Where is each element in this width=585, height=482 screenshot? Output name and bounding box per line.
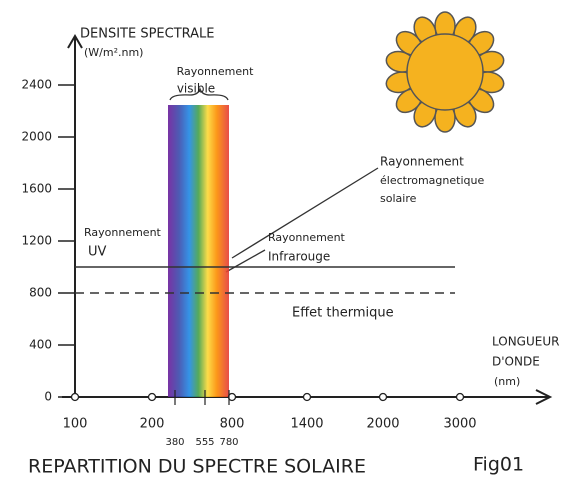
y-tick-label: 2400 xyxy=(21,78,52,92)
x-tick-label: 200 xyxy=(140,417,165,432)
sun xyxy=(385,11,505,133)
x-tick xyxy=(70,392,80,402)
x-tick-label: 800 xyxy=(220,417,245,432)
annotation: UV xyxy=(88,245,107,260)
x-minor-tick-label: 380 xyxy=(165,437,184,448)
y-tick-label: 1200 xyxy=(21,234,52,248)
x-tick-label: 2000 xyxy=(366,417,399,432)
annotation: Effet thermique xyxy=(292,306,394,321)
y-axis-label: DENSITE SPECTRALE xyxy=(80,27,215,42)
annotation: Rayonnement xyxy=(268,231,346,244)
leader-line xyxy=(231,167,379,259)
annotation: visible xyxy=(177,82,215,96)
y-tick-label: 800 xyxy=(29,286,52,300)
figure-label: Fig01 xyxy=(473,454,524,476)
annotation: Rayonnement xyxy=(84,226,162,239)
x-tick-label: 100 xyxy=(63,417,88,432)
y-tick-label: 400 xyxy=(29,338,52,352)
chart-title: REPARTITION DU SPECTRE SOLAIRE xyxy=(28,456,366,478)
x-tick xyxy=(455,392,465,402)
y-axis-arrow xyxy=(67,34,83,49)
x-tick xyxy=(147,392,157,402)
annotation: Rayonnement xyxy=(380,155,464,169)
y-tick-label: 2000 xyxy=(21,130,52,144)
y-tick-label: 0 xyxy=(44,390,52,404)
x-tick-label: 3000 xyxy=(443,417,476,432)
leader-line xyxy=(225,249,266,273)
visible-band xyxy=(168,105,229,397)
x-axis-label: (nm) xyxy=(494,375,520,388)
y-axis-label: (W/m².nm) xyxy=(84,46,143,59)
x-tick xyxy=(302,392,312,402)
annotation: Infrarouge xyxy=(268,250,330,264)
visible-brace xyxy=(169,86,229,101)
annotation: électromagnetique xyxy=(380,174,484,187)
annotation: Rayonnement xyxy=(177,65,255,78)
x-tick-label: 1400 xyxy=(290,417,323,432)
x-minor-tick-label: 780 xyxy=(219,437,238,448)
x-axis-label: LONGUEUR xyxy=(492,335,559,349)
x-axis-arrow xyxy=(535,389,553,405)
x-axis-label: D'ONDE xyxy=(492,355,540,369)
y-tick-label: 1600 xyxy=(21,182,52,196)
annotation: solaire xyxy=(380,192,417,205)
x-tick xyxy=(378,392,388,402)
x-minor-tick-label: 555 xyxy=(195,437,214,448)
